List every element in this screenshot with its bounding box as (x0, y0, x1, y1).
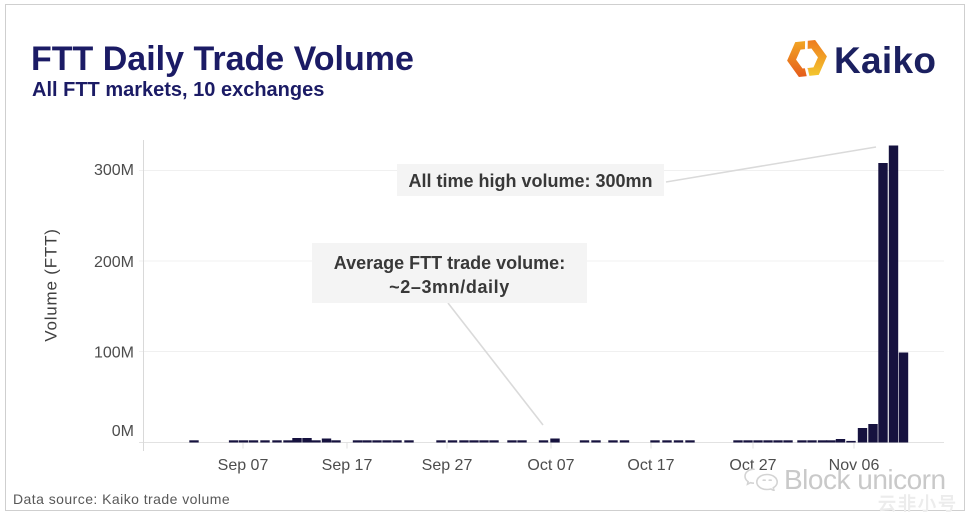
svg-text:100M: 100M (94, 345, 134, 362)
svg-text:Oct 07: Oct 07 (527, 457, 574, 474)
svg-text:Oct 27: Oct 27 (729, 457, 776, 474)
svg-text:300M: 300M (94, 162, 134, 179)
svg-text:Nov 06: Nov 06 (829, 457, 880, 474)
svg-text:Volume (FTT): Volume (FTT) (42, 228, 61, 342)
svg-text:0M: 0M (112, 423, 134, 440)
svg-text:Sep 27: Sep 27 (422, 457, 473, 474)
svg-text:200M: 200M (94, 254, 134, 271)
svg-text:Sep 07: Sep 07 (218, 457, 269, 474)
svg-text:Oct 17: Oct 17 (627, 457, 674, 474)
svg-text:Sep 17: Sep 17 (322, 457, 373, 474)
